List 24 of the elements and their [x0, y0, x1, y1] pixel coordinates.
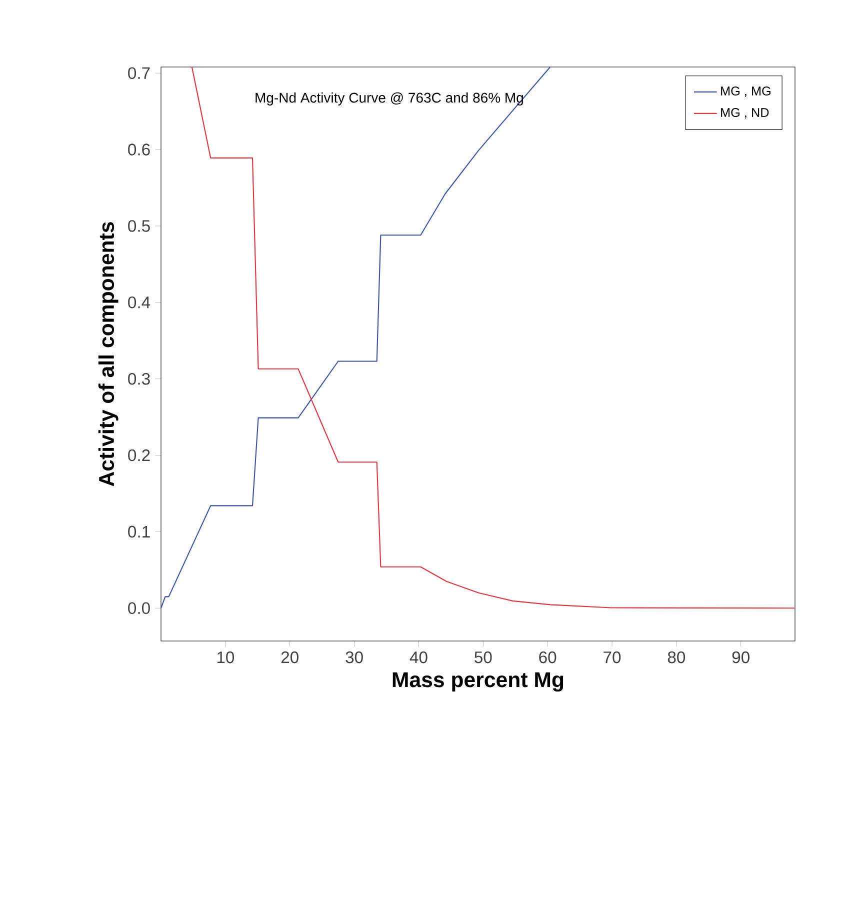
x-tick-label: 70	[604, 651, 621, 664]
text: Mg-Nd Activity Curve @ 763C and 86% Mg	[256, 92, 523, 106]
x-tick-label: 50	[474, 651, 492, 664]
y-tick-label: 0.0	[128, 602, 150, 614]
line-series	[161, 66, 551, 609]
x-tick-label: 60	[539, 651, 556, 664]
y-tick-label: 0.3	[128, 372, 150, 385]
y-tick-label: 0.6	[128, 144, 150, 156]
x-tick-label: 90	[732, 651, 750, 664]
x-axis-title: Mass percent Mg	[392, 672, 564, 692]
y-tick-label: 0.5	[128, 220, 150, 232]
x-tick-label: 20	[281, 651, 298, 664]
y-tick-label: 0.7	[128, 67, 150, 80]
legend-label: MG , MG	[721, 86, 770, 98]
x-tick-label: 40	[410, 651, 428, 664]
y-tick-label: 0.4	[128, 296, 150, 308]
y-tick-label: 0.1	[128, 526, 150, 538]
x-tick-label: 10	[217, 651, 234, 664]
x-tick-label: 30	[346, 651, 363, 664]
y-tick-label: 0.2	[128, 449, 150, 462]
legend-label: MG , ND	[721, 108, 769, 119]
x-tick-label: 80	[668, 651, 686, 664]
line-series	[191, 66, 795, 609]
y-axis-title: Activity of all components	[98, 222, 118, 486]
